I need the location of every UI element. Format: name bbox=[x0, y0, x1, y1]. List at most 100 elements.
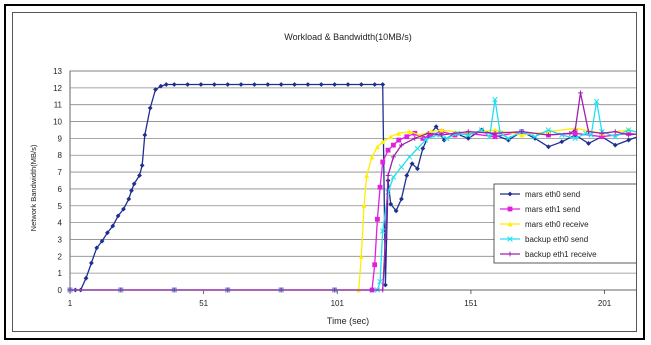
data-point bbox=[171, 287, 177, 293]
legend-item: mars eth0 send bbox=[500, 190, 580, 199]
legend-label: backup eth1 receive bbox=[525, 250, 597, 259]
data-point bbox=[441, 137, 447, 143]
line-chart: Workload & Bandwidth(10MB/s) 01234567891… bbox=[29, 32, 645, 326]
y-tick-label: 5 bbox=[58, 202, 63, 211]
data-point bbox=[626, 137, 632, 143]
data-point bbox=[380, 287, 386, 293]
data-point bbox=[385, 147, 391, 153]
data-point bbox=[332, 287, 338, 293]
data-point bbox=[465, 132, 472, 138]
data-point bbox=[265, 82, 271, 87]
legend-item: mars eth1 send bbox=[500, 205, 580, 214]
legend: mars eth0 send mars eth1 send mars eth0 re… bbox=[493, 183, 641, 264]
data-point bbox=[439, 127, 444, 133]
legend-label: mars eth0 send bbox=[525, 190, 580, 199]
data-point bbox=[383, 282, 388, 288]
data-point bbox=[252, 82, 257, 87]
data-point bbox=[559, 139, 565, 145]
y-tick-label: 10 bbox=[53, 118, 62, 127]
data-point bbox=[572, 130, 578, 136]
data-point bbox=[492, 127, 498, 133]
series-5 bbox=[67, 90, 645, 293]
data-point bbox=[439, 132, 444, 138]
data-point bbox=[388, 201, 394, 207]
data-point bbox=[391, 154, 396, 160]
data-point bbox=[399, 142, 404, 148]
data-point bbox=[492, 96, 498, 103]
data-point bbox=[519, 129, 525, 135]
data-point bbox=[105, 230, 110, 236]
data-point bbox=[444, 135, 450, 142]
data-point bbox=[139, 162, 145, 168]
data-point bbox=[388, 134, 394, 140]
series-group bbox=[67, 82, 645, 293]
data-point bbox=[519, 132, 525, 138]
data-point bbox=[599, 130, 605, 136]
data-point bbox=[278, 82, 284, 87]
data-point bbox=[99, 238, 105, 244]
y-axis-label: Network Bandwidth(MB/s) bbox=[29, 144, 38, 231]
x-axis-ticks: 1 51 101 151 201 bbox=[68, 290, 612, 308]
data-point bbox=[137, 173, 142, 178]
data-point bbox=[412, 135, 418, 141]
data-point bbox=[406, 154, 413, 160]
data-point bbox=[305, 82, 311, 87]
data-point bbox=[88, 260, 94, 266]
data-point bbox=[126, 196, 132, 202]
legend-marker bbox=[507, 221, 513, 227]
data-point bbox=[278, 287, 284, 293]
y-tick-label: 12 bbox=[53, 84, 62, 93]
legend-marker bbox=[507, 191, 513, 197]
data-point bbox=[377, 184, 383, 190]
legend-item: backup eth1 receive bbox=[500, 250, 597, 259]
data-point bbox=[425, 130, 431, 136]
data-point bbox=[358, 82, 364, 87]
y-tick-label: 4 bbox=[58, 219, 63, 228]
legend-label: mars eth0 receive bbox=[525, 220, 589, 229]
chart-title: Workload & Bandwidth(10MB/s) bbox=[284, 32, 411, 42]
legend-marker bbox=[507, 236, 513, 242]
x-axis-label: Time (sec) bbox=[327, 316, 369, 326]
data-point bbox=[185, 82, 191, 87]
data-point bbox=[115, 213, 121, 219]
data-point bbox=[586, 129, 591, 135]
data-point bbox=[238, 82, 244, 87]
y-tick-label: 11 bbox=[54, 101, 63, 110]
data-point bbox=[486, 133, 493, 140]
x-tick-label: 51 bbox=[199, 299, 208, 308]
data-point bbox=[377, 278, 383, 285]
data-point bbox=[415, 166, 420, 172]
data-point bbox=[225, 82, 231, 87]
data-point bbox=[492, 130, 498, 136]
data-point bbox=[396, 130, 402, 136]
data-point bbox=[398, 164, 405, 170]
data-point bbox=[578, 90, 583, 96]
data-point bbox=[391, 142, 396, 148]
y-tick-label: 2 bbox=[58, 252, 63, 261]
data-point bbox=[380, 82, 386, 87]
data-point bbox=[372, 262, 378, 268]
data-point bbox=[612, 142, 618, 148]
data-point bbox=[121, 206, 126, 212]
data-point bbox=[358, 253, 364, 259]
data-point bbox=[612, 133, 619, 140]
y-tick-label: 13 bbox=[53, 67, 62, 76]
y-tick-label: 9 bbox=[58, 134, 63, 143]
data-point bbox=[492, 134, 498, 140]
data-point bbox=[142, 132, 148, 138]
data-point bbox=[372, 82, 378, 87]
x-tick-label: 101 bbox=[331, 299, 345, 308]
legend-item: mars eth0 receive bbox=[500, 220, 589, 229]
data-point bbox=[532, 135, 538, 141]
data-point bbox=[505, 135, 512, 142]
data-point bbox=[414, 145, 421, 152]
data-point bbox=[433, 132, 439, 138]
data-point bbox=[379, 228, 386, 234]
data-point bbox=[546, 132, 551, 138]
y-tick-label: 1 bbox=[58, 269, 63, 278]
data-point bbox=[383, 237, 388, 242]
data-point bbox=[546, 144, 551, 150]
